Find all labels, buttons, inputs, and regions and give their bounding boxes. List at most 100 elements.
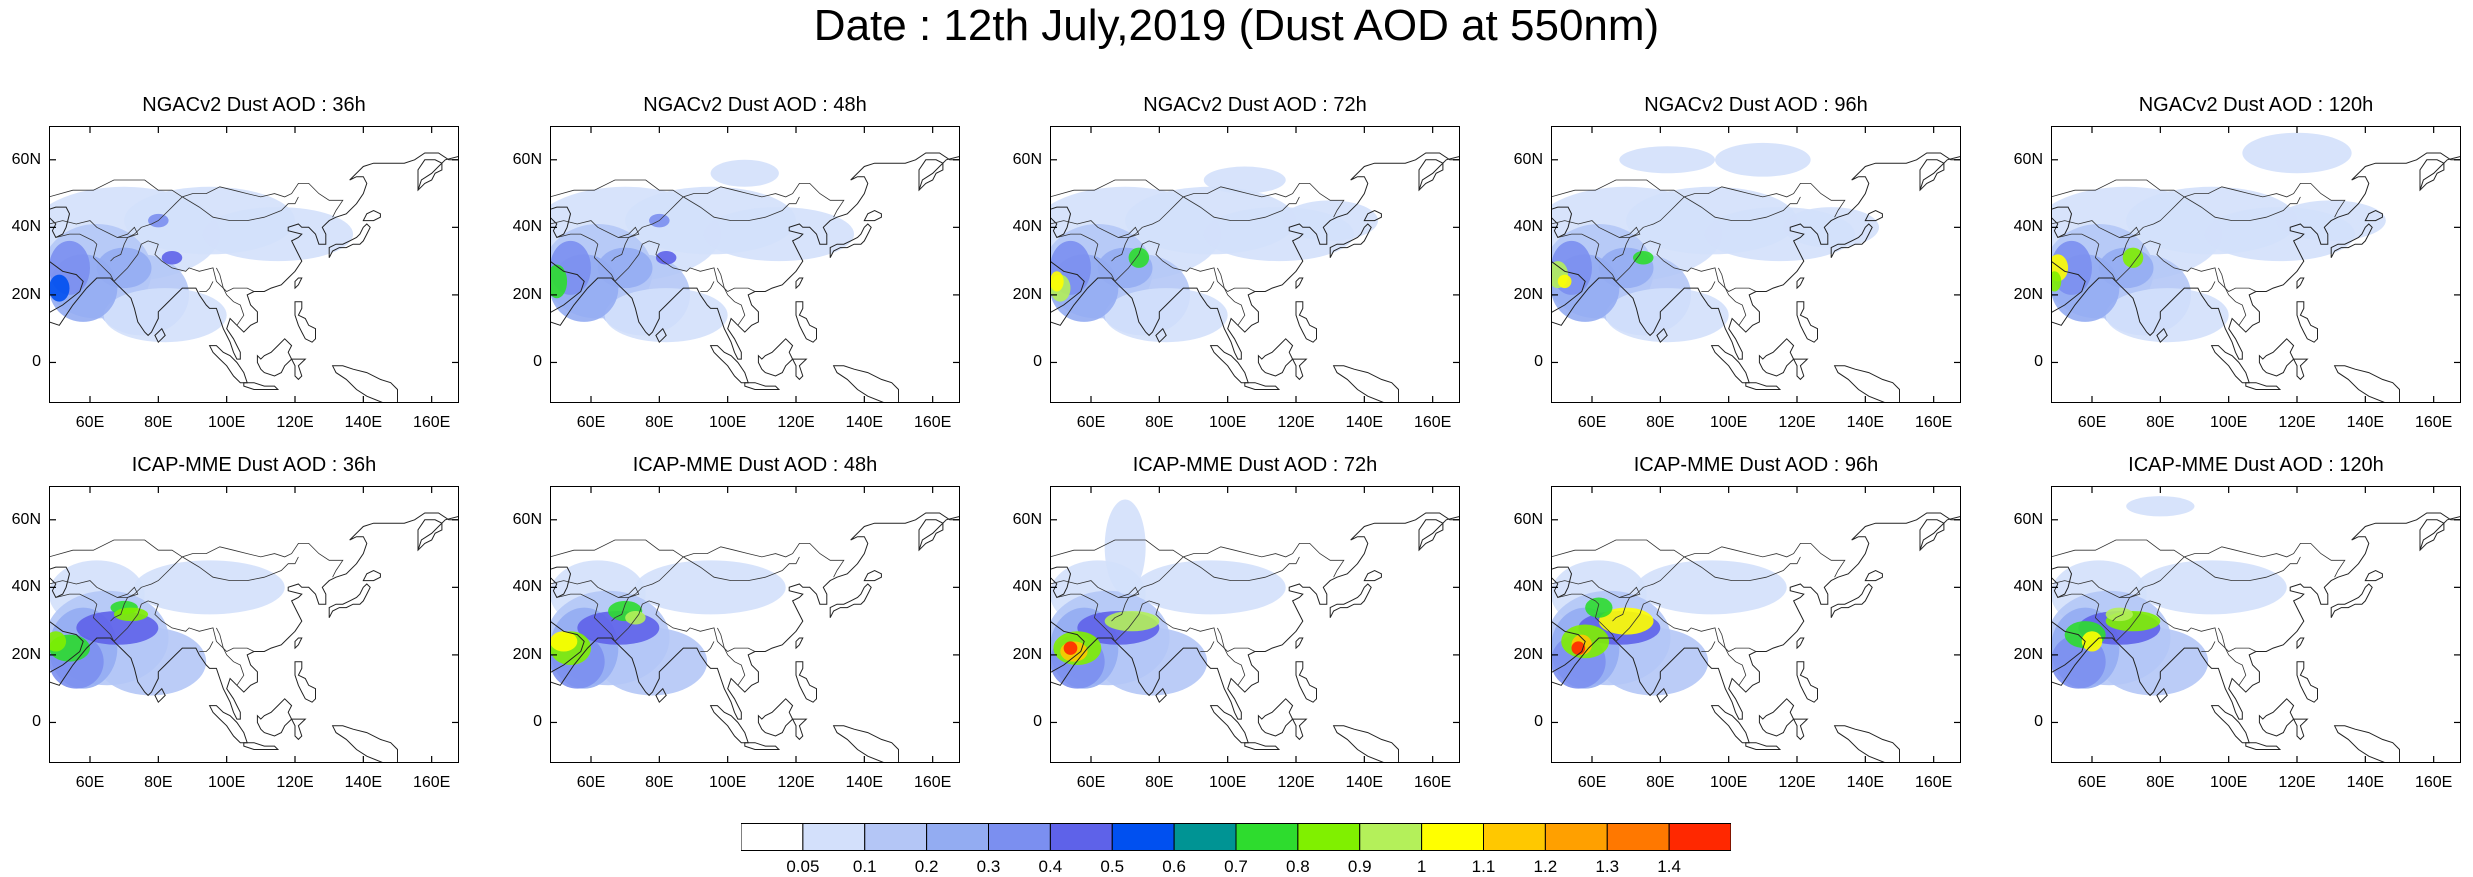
- dust-plume: [550, 631, 578, 652]
- country-border: [1718, 627, 1747, 686]
- panel-title: ICAP-MME Dust AOD : 96h: [1633, 454, 1879, 476]
- coastline: [1257, 338, 1294, 377]
- lon-tick-label: 160E: [1413, 414, 1452, 431]
- lon-tick-label: 60E: [75, 774, 105, 791]
- lon-tick-label: 80E: [144, 774, 173, 791]
- coastline: [1796, 661, 1818, 703]
- aod-colorbar: 0.05 0.1 0.2 0.3 0.4 0.5 0.6 0.7 0.8 0.9 1 1.1 1.2 1.…: [741, 823, 1731, 877]
- coastline: [1295, 661, 1317, 703]
- country-border: [683, 556, 800, 581]
- coastline: [243, 382, 280, 390]
- lon-tick-label: 80E: [1145, 414, 1174, 431]
- lon-tick-label: 120E: [1277, 774, 1315, 791]
- country-border: [1183, 556, 1300, 581]
- country-border: [1111, 586, 1140, 622]
- country-border: [1050, 543, 1345, 598]
- coastline: [362, 209, 381, 222]
- coastline: [1833, 725, 1900, 763]
- dust-plume: [1633, 250, 1654, 265]
- country-border: [182, 196, 299, 221]
- coastline: [154, 687, 166, 704]
- country-border: [1217, 267, 1246, 326]
- lon-tick-label: 120E: [276, 774, 314, 791]
- coastline: [757, 338, 794, 377]
- country-border: [1200, 641, 1215, 652]
- country-border: [550, 183, 845, 238]
- dust-plume: [2051, 271, 2062, 292]
- country-border: [1050, 183, 1345, 238]
- panel-title: NGACv2 Dust AOD : 96h: [1644, 94, 1868, 116]
- colorbar-label: 1: [1416, 857, 1427, 876]
- coastline: [417, 515, 459, 551]
- dust-plume: [625, 610, 646, 625]
- country-border: [2184, 196, 2301, 221]
- country-border: [49, 543, 344, 598]
- country-border: [1183, 196, 1300, 221]
- coastline: [1418, 519, 1444, 552]
- coastline: [709, 705, 749, 744]
- coastline: [1291, 358, 1308, 381]
- coastline: [1050, 512, 1460, 720]
- dust-aod-map: [550, 126, 960, 403]
- country-border: [1551, 183, 1846, 238]
- coastline: [1363, 569, 1382, 582]
- panel-title: ICAP-MME Dust AOD : 48h: [632, 454, 878, 476]
- country-border: [717, 267, 746, 326]
- lon-tick-label: 140E: [1846, 774, 1885, 791]
- coastline: [1710, 705, 1750, 744]
- country-border: [1612, 226, 1641, 262]
- country-border: [55, 233, 94, 242]
- lat-tick-label: 60N: [11, 150, 41, 168]
- lon-tick-label: 120E: [777, 774, 815, 791]
- coastline: [208, 345, 248, 384]
- dust-plume: [2081, 631, 2103, 652]
- coastline: [2330, 583, 2373, 618]
- colorbar-bin: [802, 823, 866, 851]
- dust-plume: [604, 288, 728, 343]
- colorbar-bin: [1606, 823, 1670, 851]
- dust-plume: [2126, 496, 2195, 517]
- coastline: [1830, 583, 1873, 618]
- panel-title: ICAP-MME Dust AOD : 72h: [1132, 454, 1378, 476]
- coastline: [2419, 159, 2445, 192]
- lat-tick-label: 0: [1534, 353, 1543, 371]
- country-border: [1557, 233, 1596, 242]
- country-border: [2051, 539, 2185, 558]
- country-border: [1684, 196, 1801, 221]
- coastline: [2245, 382, 2282, 390]
- lat-tick-label: 0: [2034, 713, 2043, 731]
- lon-tick-label: 60E: [1577, 774, 1607, 791]
- lat-tick-label: 40N: [512, 578, 542, 596]
- coastline: [2296, 637, 2305, 650]
- coastline: [1796, 637, 1805, 650]
- coastline: [1656, 687, 1668, 704]
- coastline: [208, 705, 248, 744]
- coastline: [1050, 206, 1072, 239]
- coastline: [1833, 365, 1900, 403]
- coastline: [417, 155, 459, 191]
- lon-tick-label: 160E: [2414, 774, 2453, 791]
- coastline: [655, 327, 667, 344]
- coastline: [2333, 725, 2400, 763]
- dust-plume: [1063, 641, 1078, 655]
- country-border: [2051, 179, 2185, 198]
- country-border: [593, 600, 756, 652]
- coastline: [1745, 742, 1782, 750]
- colorbar-label: 0.3: [976, 857, 1001, 876]
- coastline: [1295, 277, 1304, 290]
- lon-tick-label: 60E: [1076, 414, 1106, 431]
- country-border: [700, 281, 715, 292]
- lat-tick-label: 60N: [2013, 510, 2043, 528]
- lat-tick-label: 20N: [512, 285, 542, 303]
- coastline: [2419, 515, 2461, 551]
- lat-tick-label: 40N: [1012, 218, 1042, 236]
- lon-tick-label: 160E: [1914, 414, 1953, 431]
- country-border: [550, 543, 845, 598]
- lon-tick-label: 60E: [576, 414, 606, 431]
- coastline: [1329, 223, 1372, 258]
- coastline: [328, 583, 371, 618]
- coastline: [1418, 159, 1444, 192]
- lon-tick-label: 100E: [2209, 774, 2248, 791]
- country-border: [2201, 281, 2216, 292]
- coastline: [832, 725, 899, 763]
